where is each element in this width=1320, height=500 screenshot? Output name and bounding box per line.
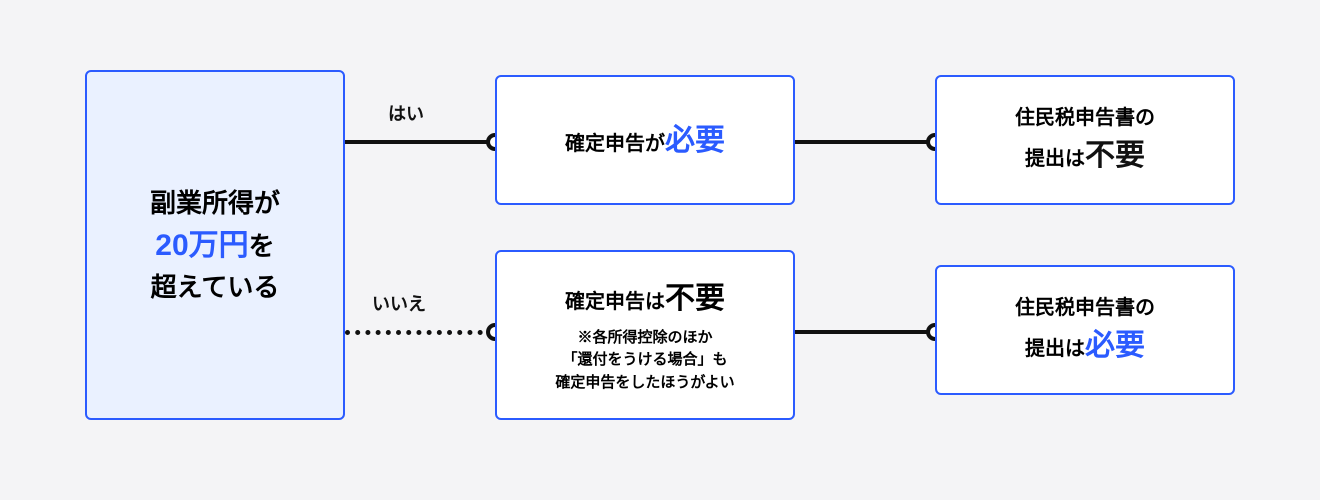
yes-connector-1 bbox=[345, 140, 493, 144]
start-amount: 20万円 bbox=[155, 229, 248, 262]
no-connector-2 bbox=[795, 330, 933, 334]
start-line2-suffix: を bbox=[249, 231, 275, 261]
yes-end-em: 不要 bbox=[1085, 139, 1145, 172]
no-end-node: 住民税申告書の 提出は必要 bbox=[935, 265, 1235, 395]
no-mid-pre: 確定申告は bbox=[565, 291, 665, 313]
yes-mid-text: 確定申告が必要 bbox=[565, 118, 725, 163]
no-mid-node: 確定申告は不要 ※各所得控除のほか 「還付をうける場合」も 確定申告をしたほうが… bbox=[495, 250, 795, 420]
no-mid-note-l2: 「還付をうける場合」も bbox=[555, 349, 734, 372]
yes-end-line2: 提出は不要 bbox=[1025, 133, 1145, 178]
no-label: いいえ bbox=[372, 290, 426, 316]
no-mid-note-l3: 確定申告をしたほうがよい bbox=[555, 372, 734, 395]
no-end-line1: 住民税申告書の bbox=[1015, 293, 1155, 323]
start-line1: 副業所得が bbox=[150, 184, 280, 223]
yes-connector-2 bbox=[795, 140, 933, 144]
no-mid-text: 確定申告は不要 bbox=[565, 276, 725, 321]
yes-mid-node: 確定申告が必要 bbox=[495, 75, 795, 205]
no-mid-note-l1: ※各所得控除のほか bbox=[555, 327, 734, 350]
yes-end-pre: 提出は bbox=[1025, 148, 1085, 170]
flowchart-canvas: 副業所得が 20万円を 超えている はい 確定申告が必要 住民税申告書の 提出は… bbox=[0, 0, 1320, 500]
start-line2: 20万円を bbox=[155, 223, 274, 268]
no-end-pre: 提出は bbox=[1025, 338, 1085, 360]
no-mid-note: ※各所得控除のほか 「還付をうける場合」も 確定申告をしたほうがよい bbox=[555, 327, 734, 395]
no-end-line2: 提出は必要 bbox=[1025, 323, 1145, 368]
no-end-em: 必要 bbox=[1085, 329, 1145, 362]
start-line3: 超えている bbox=[151, 268, 280, 307]
yes-end-node: 住民税申告書の 提出は不要 bbox=[935, 75, 1235, 205]
no-mid-em: 不要 bbox=[665, 282, 725, 315]
yes-mid-em: 必要 bbox=[665, 124, 725, 157]
yes-mid-pre: 確定申告が bbox=[565, 133, 665, 155]
yes-end-line1: 住民税申告書の bbox=[1015, 103, 1155, 133]
start-node: 副業所得が 20万円を 超えている bbox=[85, 70, 345, 420]
yes-label: はい bbox=[388, 100, 424, 126]
no-connector-1 bbox=[345, 330, 493, 335]
